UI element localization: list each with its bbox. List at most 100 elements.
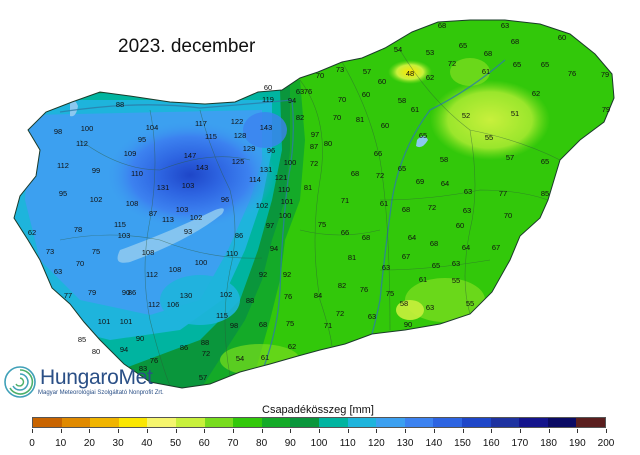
station-value: 62 — [426, 73, 434, 82]
station-value: 83 — [139, 364, 147, 373]
legend-color-bar — [32, 417, 606, 428]
station-value: 55 — [485, 133, 493, 142]
station-value: 65 — [541, 157, 549, 166]
station-value: 109 — [124, 149, 137, 158]
station-value: 96 — [221, 195, 229, 204]
legend-tick — [405, 429, 407, 433]
station-value: 68 — [511, 37, 519, 46]
station-value: 99 — [92, 166, 100, 175]
station-value: 80 — [324, 139, 332, 148]
station-value: 75 — [318, 220, 326, 229]
station-value: 70 — [333, 113, 341, 122]
station-value: 147 — [184, 151, 197, 160]
legend-swatch — [547, 418, 577, 427]
station-value: 64 — [441, 179, 449, 188]
station-value: 94 — [288, 96, 296, 105]
station-value: 82 — [338, 281, 346, 290]
station-value: 70 — [338, 95, 346, 104]
legend-tick — [290, 429, 292, 433]
station-value: 67 — [492, 243, 500, 252]
legend-tick — [519, 429, 521, 433]
station-value: 95 — [138, 135, 146, 144]
station-value: 53 — [426, 48, 434, 57]
station-value: 68 — [402, 205, 410, 214]
station-value: 102 — [90, 195, 103, 204]
station-value: 80 — [92, 347, 100, 356]
station-value: 113 — [162, 215, 174, 224]
station-value: 108 — [142, 248, 155, 257]
station-value: 72 — [202, 349, 210, 358]
legend-tick — [606, 429, 607, 433]
station-value: 60 — [381, 121, 389, 130]
station-value: 71 — [341, 196, 349, 205]
station-value: 70 — [504, 211, 512, 220]
station-value: 115 — [114, 220, 126, 229]
station-value: 100 — [279, 211, 292, 220]
legend-swatch — [261, 418, 291, 427]
station-value: 66 — [341, 228, 349, 237]
station-value: 129 — [243, 144, 256, 153]
legend-tick-label: 70 — [227, 438, 239, 449]
station-value: 63 — [54, 267, 62, 276]
station-value: 112 — [146, 270, 158, 279]
station-value: 95 — [59, 189, 67, 198]
legend-tick — [347, 429, 349, 433]
station-value: 69 — [416, 177, 424, 186]
station-value: 103 — [118, 231, 131, 240]
legend-tick-label: 10 — [55, 438, 67, 449]
station-value: 86 — [180, 343, 188, 352]
station-value: 63 — [464, 187, 472, 196]
station-value: 101 — [281, 197, 294, 206]
station-value: 94 — [120, 345, 128, 354]
station-value: 85 — [541, 189, 549, 198]
station-value: 57 — [363, 67, 371, 76]
legend-swatch — [118, 418, 148, 427]
legend-swatch — [461, 418, 491, 427]
station-value: 128 — [234, 131, 247, 140]
legend-tick — [319, 429, 320, 433]
station-value: 63 — [426, 303, 434, 312]
station-value: 125 — [232, 157, 245, 166]
legend-swatch — [147, 418, 176, 427]
station-value: 78 — [74, 225, 82, 234]
station-value: 68 — [430, 239, 438, 248]
station-value: 100 — [284, 158, 297, 167]
legend-tick-label: 20 — [83, 438, 95, 449]
legend-tick-label: 40 — [141, 438, 153, 449]
station-value: 90 — [404, 320, 412, 329]
country-border — [13, 19, 615, 389]
station-value: 55 — [452, 276, 460, 285]
legend-tick-label: 190 — [568, 438, 586, 449]
station-value: 61 — [380, 199, 388, 208]
legend-swatch — [490, 418, 520, 427]
station-value: 63 — [452, 259, 460, 268]
station-value: 52 — [462, 111, 470, 120]
station-value: 58 — [400, 299, 408, 308]
station-value: 60 — [264, 83, 272, 92]
station-value: 112 — [57, 161, 69, 170]
station-value: 75 — [386, 289, 394, 298]
legend-tick-label: 160 — [482, 438, 500, 449]
station-value: 98 — [230, 321, 238, 330]
legend-swatch — [90, 418, 119, 427]
logo-subtitle: Magyar Meteorológiai Szolgáltató Nonprof… — [38, 390, 164, 396]
legend-tick-label: 90 — [284, 438, 296, 449]
station-value: 76 — [360, 285, 368, 294]
legend-swatch — [376, 418, 405, 427]
station-value: 65 — [419, 131, 427, 140]
station-value: 130 — [180, 291, 193, 300]
legend-tick-label: 150 — [454, 438, 471, 449]
station-value: 93 — [184, 227, 192, 236]
map-title: 2023. december — [118, 36, 256, 57]
station-value: 143 — [260, 123, 273, 132]
legend-tick-label: 100 — [310, 438, 328, 449]
station-value: 115 — [216, 311, 228, 320]
station-value: 72 — [376, 171, 384, 180]
station-value: 92 — [259, 270, 267, 279]
legend-tick — [175, 429, 177, 433]
station-value: 73 — [46, 247, 54, 256]
legend-tick-label: 180 — [540, 438, 557, 449]
legend-tick-label: 80 — [256, 438, 268, 449]
